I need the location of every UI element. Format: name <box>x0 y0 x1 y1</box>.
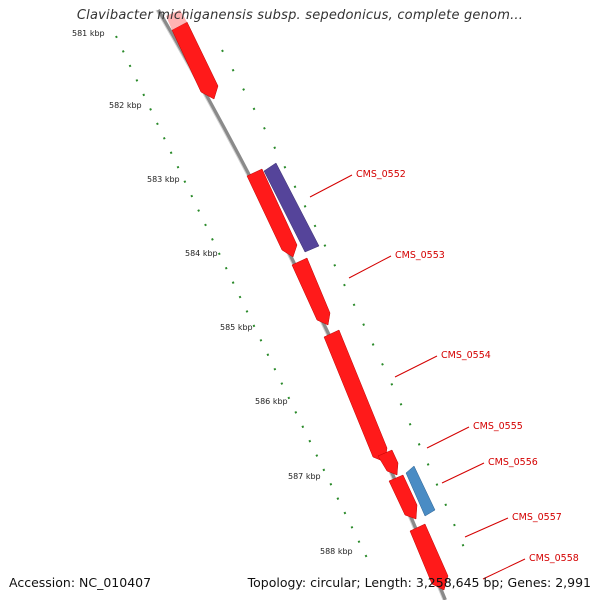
gene-arrow-CMS_0556[interactable] <box>377 449 399 476</box>
genome-backbone <box>156 8 447 600</box>
gene-label-CMS_0552[interactable]: CMS_0552 <box>356 169 406 180</box>
tick-label-583: 583 kbp <box>147 175 180 184</box>
leader-CMS_0555 <box>426 426 470 449</box>
leader-CMS_0556 <box>441 462 485 484</box>
gene-arrow-CMS_0552[interactable] <box>263 162 320 253</box>
gene-arrow-CMS_0554[interactable] <box>291 257 331 326</box>
gene-label-CMS_0557[interactable]: CMS_0557 <box>512 512 562 523</box>
tick-label-585: 585 kbp <box>220 323 253 332</box>
label-leaders <box>309 174 526 580</box>
tick-track-outer <box>221 49 466 551</box>
leader-CMS_0554 <box>394 355 438 378</box>
gene-label-CMS_0555[interactable]: CMS_0555 <box>473 421 523 432</box>
gene-label-CMS_0556[interactable]: CMS_0556 <box>488 457 538 468</box>
leader-CMS_0552 <box>309 174 353 198</box>
tick-label-584: 584 kbp <box>185 249 218 258</box>
tick-label-582: 582 kbp <box>109 101 142 110</box>
gene-label-CMS_0553[interactable]: CMS_0553 <box>395 250 445 261</box>
tick-track-inner <box>115 35 369 561</box>
gene-labels: CMS_0552 CMS_0553 CMS_0554 CMS_0555 CMS_… <box>356 169 579 564</box>
gene-arrow-CMS_0558[interactable] <box>409 523 449 591</box>
gene-arrow-CMS_0557[interactable] <box>388 474 418 520</box>
kbp-tick-labels: 581 kbp 582 kbp 583 kbp 584 kbp 585 kbp … <box>72 29 353 556</box>
genome-summary-text: Topology: circular; Length: 3,258,645 bp… <box>247 575 591 590</box>
tick-label-586: 586 kbp <box>255 397 288 406</box>
accession-text: Accession: NC_010407 <box>9 575 152 590</box>
leader-CMS_0553 <box>348 255 392 279</box>
tick-label-587: 587 kbp <box>288 472 321 481</box>
leader-CMS_0558 <box>482 558 526 580</box>
gene-arrow-CMS_0557-blue[interactable] <box>405 465 436 517</box>
gene-arrow-CMS_0555[interactable] <box>323 329 388 463</box>
leader-CMS_0557 <box>464 517 509 538</box>
genome-backbone-highlight <box>155 9 444 600</box>
gene-label-CMS_0554[interactable]: CMS_0554 <box>441 350 491 361</box>
map-title: Clavibacter michiganensis subsp. sepedon… <box>76 8 524 23</box>
gene-label-CMS_0558[interactable]: CMS_0558 <box>529 553 579 564</box>
gene-arrow-0551-faded <box>166 10 187 30</box>
tick-label-588: 588 kbp <box>320 547 353 556</box>
tick-label-581: 581 kbp <box>72 29 105 38</box>
gene-arrow-CMS_0553[interactable] <box>246 168 298 258</box>
gene-arrow-0551[interactable] <box>171 21 219 100</box>
gene-features <box>166 10 449 591</box>
